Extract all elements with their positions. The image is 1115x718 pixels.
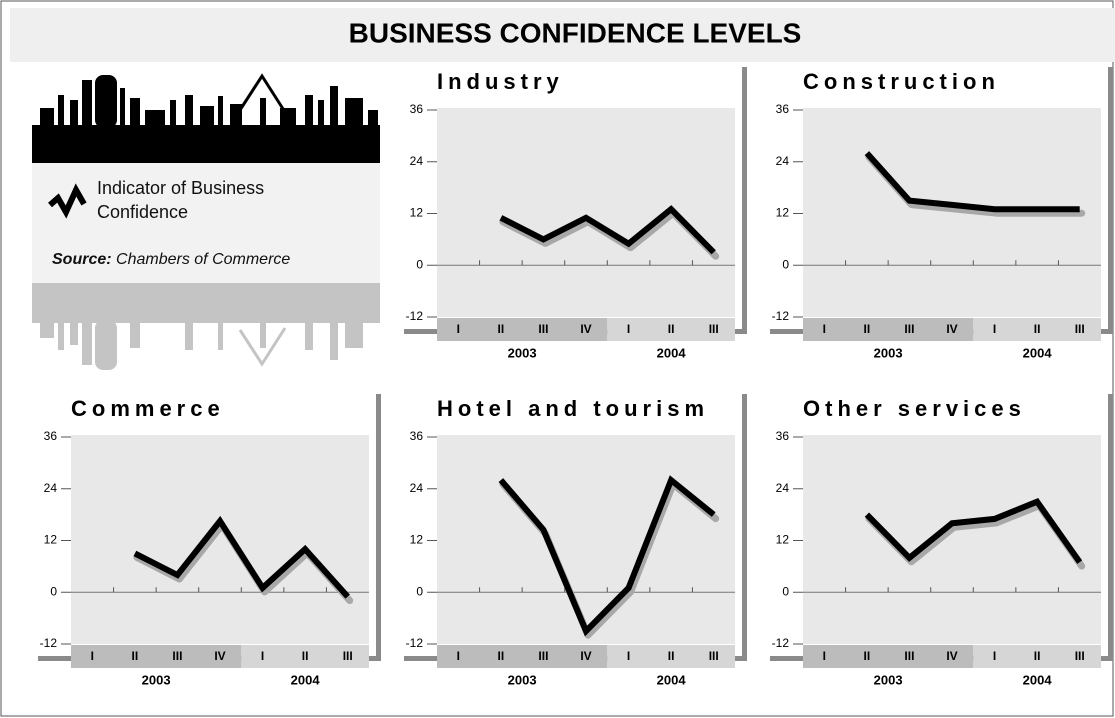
x-tick-label: IV — [946, 649, 957, 663]
y-tick-label: 24 — [410, 481, 424, 495]
year-label: 2003 — [508, 345, 537, 360]
y-tick-label: 36 — [410, 429, 424, 443]
x-tick-label: I — [823, 322, 826, 336]
y-tick-label: 12 — [776, 533, 790, 547]
y-tick-label: 24 — [410, 154, 424, 168]
chart-title: Industry — [437, 69, 564, 94]
page: BUSINESS CONFIDENCE LEVELS Industry 2003 2… — [0, 0, 1115, 718]
year-label: 2003 — [508, 672, 537, 687]
y-tick-label: 0 — [782, 257, 789, 271]
x-tick-label: I — [91, 649, 94, 663]
x-tick-label: IV — [580, 322, 591, 336]
x-tick-label: I — [627, 649, 630, 663]
x-tick-label: I — [993, 322, 996, 336]
x-tick-label: III — [343, 649, 353, 663]
x-tick-label: II — [498, 322, 505, 336]
x-tick-label: II — [1034, 322, 1041, 336]
plot-area — [71, 435, 369, 644]
x-tick-label: II — [302, 649, 309, 663]
plot-area — [803, 435, 1101, 644]
year-label: 2004 — [1023, 672, 1053, 687]
x-tick-label: I — [261, 649, 264, 663]
y-tick-label: 12 — [776, 206, 790, 220]
x-tick-label: III — [172, 649, 182, 663]
y-tick-label: 12 — [410, 533, 424, 547]
y-tick-label: 24 — [776, 481, 790, 495]
x-tick-label: II — [498, 649, 505, 663]
x-tick-label: III — [904, 649, 914, 663]
y-tick-label: 36 — [44, 429, 58, 443]
year-label: 2003 — [874, 672, 903, 687]
y-tick-label: 24 — [776, 154, 790, 168]
y-tick-label: -12 — [40, 636, 58, 650]
x-tick-label: IV — [214, 649, 225, 663]
x-tick-label: II — [668, 649, 675, 663]
x-tick-label: III — [538, 322, 548, 336]
year-label: 2003 — [142, 672, 171, 687]
source: Source: Chambers of Commerce — [52, 251, 290, 269]
source-label: Source: — [52, 251, 112, 268]
chart-title: Construction — [803, 69, 1000, 94]
x-tick-label: III — [538, 649, 548, 663]
main-title: BUSINESS CONFIDENCE LEVELS — [349, 17, 802, 48]
y-tick-label: 36 — [776, 102, 790, 116]
x-tick-label: II — [1034, 649, 1041, 663]
legend-label: Indicator of Business Confidence — [97, 176, 297, 224]
year-label: 2004 — [1023, 345, 1053, 360]
chart-title: Other services — [803, 396, 1026, 421]
x-tick-label: I — [457, 322, 460, 336]
x-tick-label: III — [904, 322, 914, 336]
chart-title: Hotel and tourism — [437, 396, 709, 421]
x-tick-label: I — [993, 649, 996, 663]
y-tick-label: -12 — [406, 636, 424, 650]
y-tick-label: 0 — [50, 584, 57, 598]
x-tick-label: I — [627, 322, 630, 336]
x-tick-label: IV — [580, 649, 591, 663]
x-tick-label: II — [864, 322, 871, 336]
x-tick-label: I — [457, 649, 460, 663]
y-tick-label: -12 — [406, 309, 424, 323]
x-tick-label: III — [709, 649, 719, 663]
x-tick-label: II — [132, 649, 139, 663]
y-tick-label: 12 — [410, 206, 424, 220]
x-tick-label: II — [864, 649, 871, 663]
y-tick-label: 0 — [416, 584, 423, 598]
year-label: 2004 — [657, 672, 687, 687]
y-tick-label: 12 — [44, 533, 58, 547]
y-tick-label: 0 — [416, 257, 423, 271]
x-tick-label: I — [823, 649, 826, 663]
x-tick-label: III — [1075, 322, 1085, 336]
y-tick-label: 36 — [410, 102, 424, 116]
y-tick-label: -12 — [772, 636, 790, 650]
plot-area — [437, 108, 735, 317]
plot-area — [437, 435, 735, 644]
x-tick-label: II — [668, 322, 675, 336]
year-label: 2004 — [291, 672, 321, 687]
chart-title: Commerce — [71, 396, 225, 421]
infographic: BUSINESS CONFIDENCE LEVELS Industry 2003 2… — [0, 0, 1115, 718]
x-tick-label: III — [1075, 649, 1085, 663]
x-tick-label: III — [709, 322, 719, 336]
year-label: 2004 — [657, 345, 687, 360]
y-tick-label: 36 — [776, 429, 790, 443]
y-tick-label: 0 — [782, 584, 789, 598]
x-tick-label: IV — [946, 322, 957, 336]
source-text: Chambers of Commerce — [116, 251, 290, 268]
y-tick-label: 24 — [44, 481, 58, 495]
y-tick-label: -12 — [772, 309, 790, 323]
year-label: 2003 — [874, 345, 903, 360]
